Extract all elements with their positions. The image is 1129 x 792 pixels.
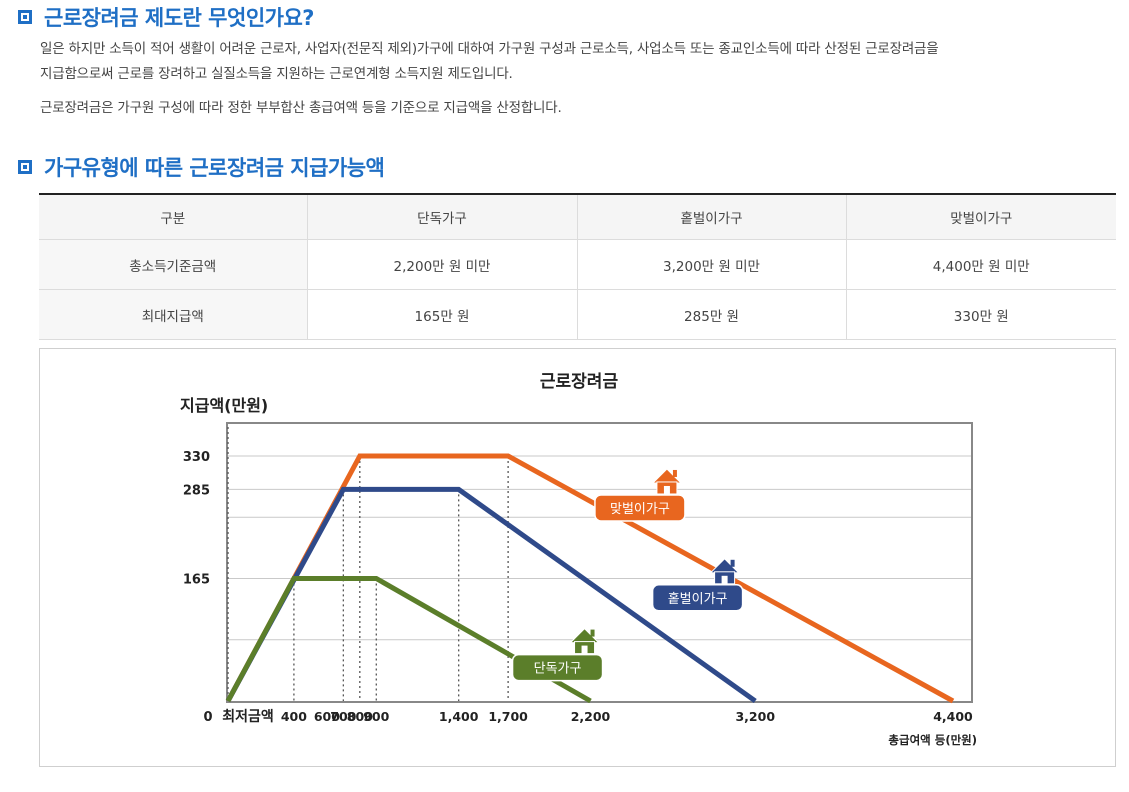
section-title-intro: 근로장려금 제도란 무엇인가요? bbox=[44, 6, 314, 30]
table-row: 최대지급액 165만 원 285만 원 330만 원 bbox=[39, 289, 1116, 340]
table-cell: 165만 원 bbox=[306, 289, 577, 340]
intro-line-1: 일은 하지만 소득이 적어 생활이 어려운 근로자, 사업자(전문직 제외)가구… bbox=[40, 41, 939, 57]
series-label-box bbox=[511, 653, 604, 682]
intro-paragraph: 일은 하지만 소득이 적어 생활이 어려운 근로자, 사업자(전문직 제외)가구… bbox=[40, 37, 1110, 87]
house-icon bbox=[709, 558, 740, 585]
table-row: 총소득기준금액 2,200만 원 미만 3,200만 원 미만 4,400만 원… bbox=[39, 239, 1116, 290]
payment-table: 구분 단독가구 홑벌이가구 맞벌이가구 총소득기준금액 2,200만 원 미만 … bbox=[39, 193, 1116, 340]
intro-line-2: 지급함으로써 근로를 장려하고 실질소득을 지원하는 근로연계형 소득지원 제도… bbox=[40, 66, 513, 82]
y-tick-label: 285 bbox=[183, 483, 210, 498]
x-tick-label: 400 bbox=[281, 709, 307, 724]
series-label-box bbox=[651, 584, 744, 612]
min-amount-label: 최저금액 bbox=[222, 708, 274, 725]
series-label: 홑벌이가구 bbox=[668, 592, 728, 607]
header-single: 단독가구 bbox=[306, 193, 577, 240]
square-bullet-icon bbox=[18, 10, 32, 24]
section-heading-intro: 근로장려금 제도란 무엇인가요? bbox=[18, 2, 314, 32]
x-tick-label: 800 bbox=[347, 709, 373, 724]
y-tick-label: 330 bbox=[183, 450, 210, 465]
x-tick-label: 1,400 bbox=[439, 709, 479, 724]
house-icon bbox=[569, 627, 600, 655]
x-tick-label: 4,400 bbox=[933, 709, 973, 724]
chart-title: 근로장려금 bbox=[540, 372, 619, 392]
chart-container: 근로장려금 지급액(만원) 총급여액 등(만원) 165 285 330 400 600… bbox=[39, 348, 1116, 767]
table-cell: 2,200만 원 미만 bbox=[306, 239, 577, 290]
series-label: 맞벌이가구 bbox=[610, 502, 670, 517]
table-cell: 330만 원 bbox=[845, 289, 1116, 340]
x-tick-label: 2,200 bbox=[571, 709, 611, 724]
x-tick-label: 3,200 bbox=[735, 709, 775, 724]
table-cell: 3,200만 원 미만 bbox=[576, 239, 846, 290]
section-heading-table: 가구유형에 따른 근로장려금 지급가능액 bbox=[18, 152, 385, 182]
header-category: 구분 bbox=[39, 193, 307, 240]
header-dual-earner: 맞벌이가구 bbox=[845, 193, 1116, 240]
y-tick-label: 165 bbox=[183, 573, 210, 588]
header-single-earner: 홑벌이가구 bbox=[576, 193, 846, 240]
x-tick-label: 700 bbox=[330, 709, 356, 724]
y-axis-label: 지급액(만원) bbox=[180, 396, 268, 415]
x-tick-label: 600 bbox=[314, 709, 340, 724]
x-tick-label: 900 bbox=[363, 709, 389, 724]
series-label-box bbox=[594, 494, 686, 522]
house-icon bbox=[651, 468, 683, 495]
section-title-table: 가구유형에 따른 근로장려금 지급가능액 bbox=[44, 156, 385, 180]
table-cell: 4,400만 원 미만 bbox=[845, 239, 1116, 290]
square-bullet-icon bbox=[18, 160, 32, 174]
table-cell: 285만 원 bbox=[576, 289, 846, 340]
origin-label: 0 bbox=[203, 710, 212, 725]
benefit-chart: 근로장려금 지급액(만원) 총급여액 등(만원) 165 285 330 400 600… bbox=[180, 372, 977, 747]
x-axis-label: 총급여액 등(만원) bbox=[888, 733, 977, 747]
row-label: 최대지급액 bbox=[39, 289, 307, 340]
table-header-row: 구분 단독가구 홑벌이가구 맞벌이가구 bbox=[39, 193, 1116, 240]
x-tick-label: 1,700 bbox=[488, 709, 528, 724]
intro-paragraph-2: 근로장려금은 가구원 구성에 따라 정한 부부합산 총급여액 등을 기준으로 지… bbox=[40, 100, 562, 116]
series-line bbox=[225, 576, 592, 704]
series-label: 단독가구 bbox=[534, 662, 582, 677]
row-label: 총소득기준금액 bbox=[39, 239, 307, 290]
